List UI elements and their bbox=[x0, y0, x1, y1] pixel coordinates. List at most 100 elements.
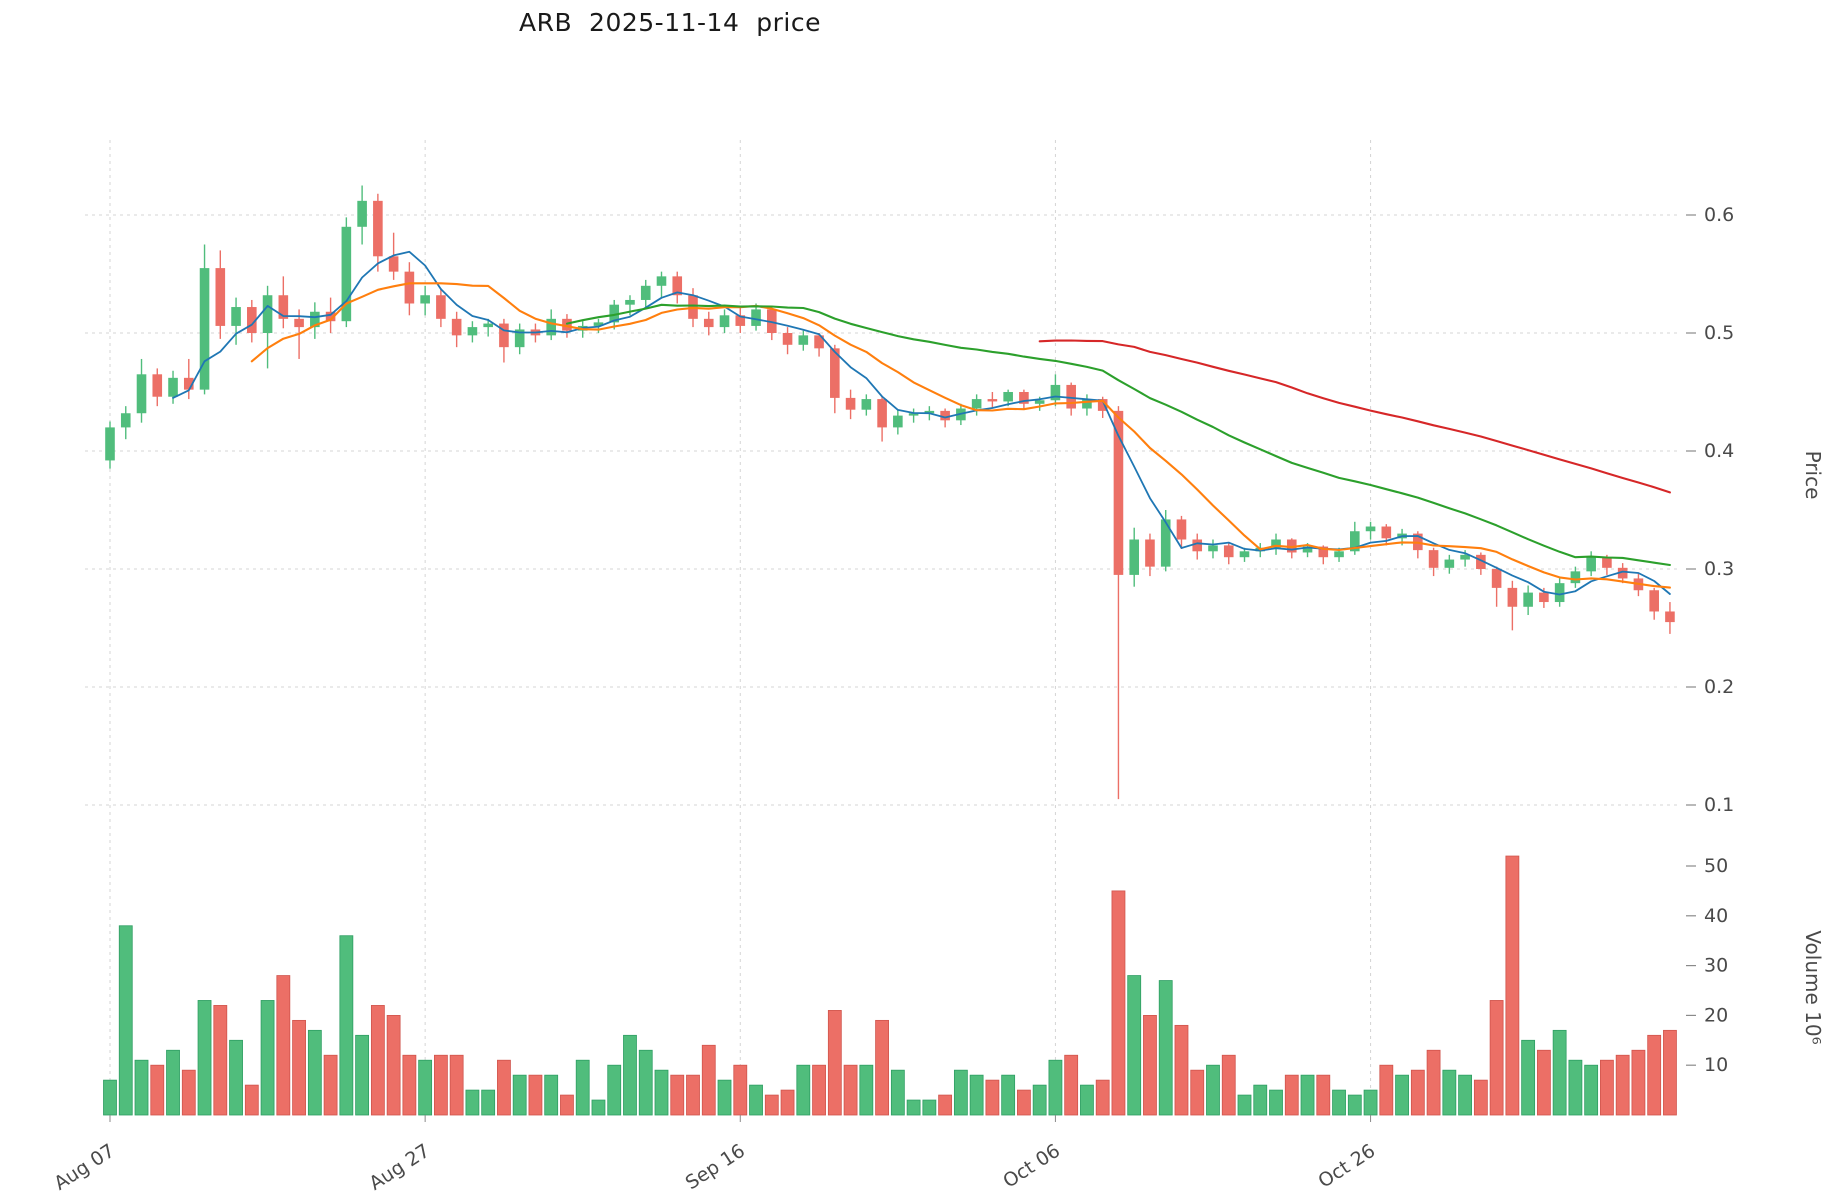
volume-bar bbox=[686, 1074, 700, 1116]
volume-bar bbox=[465, 1089, 480, 1116]
price-tick-label: 0.5 bbox=[1704, 322, 1734, 344]
candle-body bbox=[451, 318, 462, 336]
volume-bar bbox=[1300, 1074, 1315, 1116]
volume-bar bbox=[890, 1069, 905, 1116]
volume-bar bbox=[1631, 1049, 1646, 1116]
volume-bar bbox=[497, 1059, 511, 1116]
volume-bar bbox=[1505, 855, 1520, 1116]
candle-body bbox=[1286, 539, 1297, 553]
volume-bar bbox=[1647, 1034, 1662, 1116]
candle-body bbox=[1428, 550, 1439, 568]
volume-bar bbox=[402, 1054, 417, 1116]
candle-body bbox=[1239, 551, 1250, 558]
candle-body bbox=[1334, 551, 1344, 558]
candle-body bbox=[1460, 554, 1470, 560]
candle-body bbox=[751, 309, 761, 326]
volume-bar bbox=[1363, 1089, 1378, 1116]
candle-body bbox=[1003, 392, 1013, 402]
volume-bar bbox=[1017, 1089, 1031, 1116]
candle-body bbox=[120, 413, 131, 428]
candle-body bbox=[105, 427, 115, 461]
volume-bar bbox=[875, 1019, 889, 1116]
candle-body bbox=[703, 318, 714, 328]
x-tick-label: Oct 06 bbox=[999, 1140, 1064, 1193]
candle-body bbox=[1050, 384, 1061, 401]
volume-bar bbox=[1143, 1015, 1157, 1116]
candlestick-series bbox=[105, 185, 1675, 800]
volume-bar bbox=[229, 1039, 243, 1116]
candle-body bbox=[893, 415, 903, 428]
candle-body bbox=[1034, 400, 1045, 404]
candle-body bbox=[1507, 587, 1518, 607]
candle-body bbox=[1444, 559, 1455, 568]
volume-bar bbox=[134, 1059, 149, 1116]
volume-bar bbox=[1174, 1024, 1189, 1116]
ma-5-line bbox=[172, 250, 1671, 596]
volume-bar bbox=[418, 1059, 433, 1116]
volume-bar bbox=[985, 1079, 1000, 1116]
volume-bar bbox=[370, 1005, 385, 1116]
candle-body bbox=[1129, 539, 1140, 575]
volume-axis-label: Volume 10⁶ bbox=[1801, 930, 1825, 1044]
volume-bar bbox=[1379, 1064, 1394, 1116]
candle-body bbox=[231, 307, 241, 326]
volume-bar bbox=[749, 1084, 763, 1116]
volume-bar bbox=[623, 1034, 637, 1116]
candle-body bbox=[908, 413, 919, 416]
volume-bar bbox=[244, 1084, 259, 1116]
volume-bar bbox=[1521, 1039, 1536, 1116]
candle-body bbox=[1586, 557, 1596, 572]
candle-body bbox=[625, 299, 635, 305]
candle-body bbox=[1318, 546, 1329, 558]
price-tick-label: 0.6 bbox=[1704, 204, 1734, 226]
candle-body bbox=[798, 335, 809, 345]
candle-body bbox=[1617, 567, 1628, 579]
candle-body bbox=[672, 276, 683, 296]
ma-10-line bbox=[250, 282, 1671, 589]
volume-bar bbox=[1410, 1069, 1425, 1116]
price-tick-label: 0.1 bbox=[1704, 794, 1734, 816]
volume-bar bbox=[1001, 1074, 1016, 1116]
candle-body bbox=[341, 226, 352, 322]
volume-bar bbox=[922, 1099, 937, 1116]
volume-bar bbox=[859, 1064, 874, 1116]
volume-bar bbox=[1584, 1064, 1599, 1116]
price-tick-label: 0.3 bbox=[1704, 558, 1734, 580]
candle-body bbox=[1491, 569, 1502, 588]
candle-body bbox=[436, 295, 446, 319]
volume-bar bbox=[1269, 1089, 1283, 1116]
volume-bar bbox=[1080, 1084, 1094, 1116]
volume-bar bbox=[1237, 1094, 1252, 1116]
volume-bar bbox=[355, 1034, 370, 1116]
volume-bar bbox=[1473, 1079, 1488, 1116]
volume-bar bbox=[323, 1054, 338, 1116]
candle-body bbox=[136, 374, 147, 414]
volume-series bbox=[103, 855, 1677, 1116]
volume-bar bbox=[953, 1069, 968, 1116]
volume-tick-label: 30 bbox=[1704, 955, 1728, 977]
candle-body bbox=[971, 399, 982, 409]
volume-bar bbox=[717, 1079, 732, 1116]
candle-body bbox=[262, 295, 273, 333]
volume-bar bbox=[780, 1089, 795, 1116]
x-tick-label: Aug 27 bbox=[365, 1140, 433, 1195]
candle-body bbox=[1160, 519, 1171, 567]
volume-bar bbox=[969, 1074, 984, 1116]
volume-bar bbox=[307, 1029, 322, 1116]
volume-bar bbox=[575, 1059, 590, 1116]
candle-body bbox=[420, 295, 430, 304]
chart-title: ARB 2025-11-14 price bbox=[519, 8, 821, 37]
volume-bar bbox=[1536, 1049, 1551, 1116]
candle-body bbox=[247, 307, 257, 333]
moving-average-lines bbox=[172, 250, 1671, 596]
candle-body bbox=[499, 323, 509, 348]
volume-bar bbox=[701, 1044, 716, 1116]
volume-bar bbox=[638, 1049, 653, 1116]
candle-body bbox=[1176, 519, 1187, 540]
volume-bar bbox=[812, 1064, 826, 1116]
volume-bar bbox=[1032, 1084, 1047, 1116]
candle-body bbox=[1302, 546, 1313, 553]
volume-bar bbox=[827, 1010, 842, 1116]
candle-body bbox=[1554, 583, 1565, 603]
volume-tick-label: 20 bbox=[1704, 1004, 1728, 1026]
